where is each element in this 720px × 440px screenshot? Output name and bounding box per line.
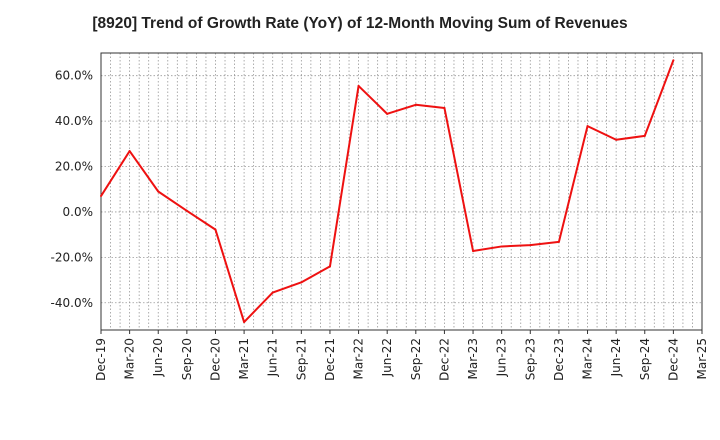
data-point [586, 125, 589, 128]
plot-border [100, 52, 703, 331]
x-tick-label: Mar-22 [352, 338, 366, 379]
x-tick-label: Sep-23 [523, 338, 537, 380]
y-tick-label: -20.0% [51, 250, 93, 264]
plot-area [101, 53, 702, 330]
data-point [500, 245, 503, 248]
data-point [472, 249, 475, 252]
data-point [128, 150, 131, 153]
x-tick-label: Jun-22 [380, 338, 394, 377]
data-point [386, 112, 389, 115]
data-point [643, 134, 646, 137]
y-tick-label: -40.0% [51, 296, 93, 310]
y-tick-label: 60.0% [55, 69, 93, 83]
x-tick-label: Mar-23 [466, 338, 480, 379]
x-tick-label: Sep-22 [409, 338, 423, 380]
y-tick-label: 0.0% [63, 205, 94, 219]
x-tick-label: Mar-24 [581, 338, 595, 379]
data-point [672, 59, 675, 62]
data-point [357, 84, 360, 87]
x-tick-label: Sep-21 [294, 338, 308, 380]
data-point [214, 228, 217, 231]
x-tick-label: Dec-19 [94, 338, 108, 381]
data-point [185, 209, 188, 212]
x-tick-label: Dec-22 [437, 338, 451, 381]
data-point [615, 138, 618, 141]
y-tick-label: 20.0% [55, 160, 93, 174]
x-tick-label: Jun-24 [609, 338, 623, 377]
x-tick-label: Dec-21 [323, 338, 337, 381]
x-tick-label: Dec-23 [552, 338, 566, 381]
data-point [443, 106, 446, 109]
x-tick-label: Jun-20 [151, 338, 165, 377]
data-point [414, 103, 417, 106]
data-point [300, 281, 303, 284]
x-tick-label: Sep-24 [638, 338, 652, 380]
chart-title: [8920] Trend of Growth Rate (YoY) of 12-… [92, 15, 628, 32]
x-tick-label: Mar-20 [123, 338, 137, 379]
x-tick-label: Dec-24 [666, 338, 680, 381]
data-point [328, 265, 331, 268]
x-tick-label: Mar-25 [695, 338, 709, 379]
x-tick-label: Dec-20 [208, 338, 222, 381]
x-tick-label: Mar-21 [237, 338, 251, 379]
x-tick-label: Jun-23 [495, 338, 509, 377]
data-point [157, 190, 160, 193]
y-tick-label: 40.0% [55, 114, 93, 128]
x-tick-label: Sep-20 [180, 338, 194, 380]
x-tick-label: Jun-21 [266, 338, 280, 377]
data-point [271, 291, 274, 294]
data-point [100, 195, 102, 198]
data-point [557, 240, 560, 243]
data-point [243, 321, 246, 324]
data-point [529, 244, 532, 247]
